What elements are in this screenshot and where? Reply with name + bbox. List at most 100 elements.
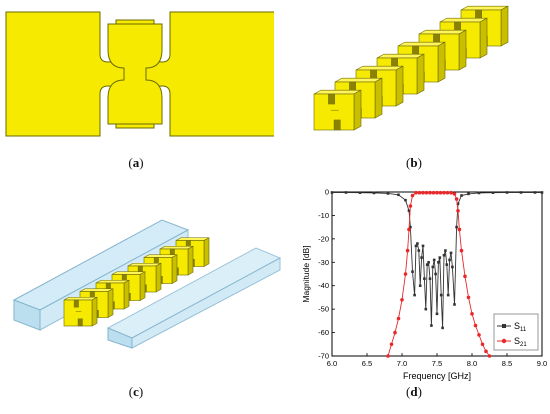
- series-S11-point: [456, 202, 460, 206]
- series-S21-point: [454, 197, 459, 201]
- series-S11-point: [441, 326, 444, 330]
- legend-s21-marker: [501, 338, 507, 344]
- series-S21-point: [487, 354, 492, 358]
- series-S11-point: [330, 191, 334, 194]
- series-S21-point: [428, 190, 432, 195]
- series-S11-point: [505, 191, 509, 194]
- series-S21-point: [417, 190, 422, 195]
- series-S21-point: [400, 297, 404, 302]
- series-S11-point: [446, 293, 450, 297]
- series-S11-point: [533, 191, 537, 194]
- legend-s11-label: S11: [514, 321, 527, 333]
- series-S11-point: [442, 253, 446, 257]
- x-axis-label: Frequency [GHz]: [403, 371, 471, 381]
- series-S11-point: [453, 303, 456, 306]
- caption-a: (a): [128, 155, 144, 170]
- series-S11-point: [372, 191, 376, 195]
- x-tick-label: 7.5: [432, 359, 442, 368]
- series-S11-point: [427, 260, 430, 264]
- series-S11-point: [344, 191, 348, 194]
- series-S11-point: [386, 192, 390, 195]
- series-S11-point: [409, 225, 412, 229]
- caption-d: (d): [406, 384, 422, 399]
- series-S21-point: [463, 274, 467, 279]
- x-tick-label: 8.5: [502, 359, 512, 368]
- y-tick-label: 0: [325, 188, 329, 197]
- y-tick-label: -30: [318, 258, 329, 267]
- y-tick-label: -70: [318, 352, 329, 361]
- series-S11-point: [421, 244, 425, 248]
- series-S21-point: [473, 323, 478, 328]
- y-tick-label: -50: [318, 305, 329, 314]
- series-S21-point: [466, 295, 471, 300]
- series-S21-point: [410, 193, 415, 198]
- series-S11-point: [397, 193, 400, 197]
- legend: S11 S21: [493, 313, 539, 351]
- series-S11-point: [519, 191, 523, 194]
- caption-b: (b): [406, 155, 422, 170]
- series-S11-point: [449, 251, 453, 255]
- series-S21-point: [393, 330, 397, 335]
- series-S21-point: [457, 227, 462, 232]
- series-S11-point: [448, 258, 451, 262]
- x-tick-label: 8.0: [467, 359, 477, 368]
- x-tick-label: 9.0: [537, 359, 547, 368]
- series-S21-point: [445, 190, 450, 195]
- series-S11-point: [460, 194, 463, 197]
- series-S21-point: [438, 190, 443, 195]
- waveguide-right: [106, 247, 282, 349]
- series-S21-point: [403, 272, 408, 276]
- panel-d-sparam-chart: 6.0 6.5 7.0 7.5 8.0 8.5 9.0 0 -10 -20 -30 -40 -50 -60…: [301, 188, 547, 382]
- series-S11-point: [432, 258, 436, 262]
- y-tick-label: -40: [318, 281, 329, 290]
- series-S21-point: [449, 190, 453, 195]
- series-S11-point: [417, 249, 421, 252]
- series-S11-point: [438, 256, 442, 259]
- series-S21-point: [480, 342, 485, 347]
- series-S21-point: [452, 192, 457, 196]
- series-S11-point: [434, 272, 437, 276]
- legend-s11-marker: [502, 324, 506, 328]
- series-S21-point: [477, 333, 481, 337]
- series-S11-point: [411, 270, 414, 273]
- legend-s21-label: S21: [514, 336, 527, 348]
- series-S11-point: [430, 324, 433, 327]
- iris-center-resonator: [107, 23, 163, 125]
- series-S11-point: [420, 256, 423, 259]
- series-S11-point: [404, 198, 407, 202]
- series-S11-point: [444, 249, 447, 252]
- y-tick-label: -10: [318, 211, 329, 220]
- series-S21-point: [435, 190, 439, 195]
- series-S11-point: [416, 242, 419, 245]
- series-S21-point: [405, 248, 410, 253]
- series-S11-point: [424, 307, 428, 311]
- series-S11-point: [445, 263, 449, 266]
- series-S21-point: [442, 190, 446, 195]
- iris-plate-b-1: [313, 89, 362, 131]
- x-tick-label: 6.5: [362, 359, 372, 368]
- series-S11-point: [413, 293, 416, 297]
- series-S11-point: [431, 265, 435, 269]
- series-S21-point: [408, 204, 413, 208]
- y-tick-label: -20: [318, 234, 329, 243]
- series-S11-point: [414, 244, 418, 248]
- series-S11-point: [477, 191, 481, 195]
- series-S11-point: [455, 225, 458, 229]
- series-S11-point: [407, 209, 411, 213]
- series-S21-point: [407, 227, 411, 232]
- series-S21-point: [414, 190, 418, 195]
- iris-plate-c-1: [63, 296, 98, 327]
- x-tick-label: 6.0: [327, 359, 337, 368]
- y-tick-label: -60: [318, 328, 329, 337]
- series-S21-point: [470, 312, 474, 316]
- series-S21-point: [421, 190, 425, 195]
- series-S21-point: [456, 208, 460, 213]
- series-S11-point: [425, 263, 429, 266]
- series-S11-point: [435, 312, 439, 316]
- series-S21-point: [424, 190, 429, 195]
- series-S21-point: [431, 190, 436, 195]
- series-S11-point: [358, 191, 362, 195]
- series-S11-point: [467, 192, 470, 196]
- series-S11-point: [491, 191, 495, 195]
- series-S21-point: [386, 354, 390, 358]
